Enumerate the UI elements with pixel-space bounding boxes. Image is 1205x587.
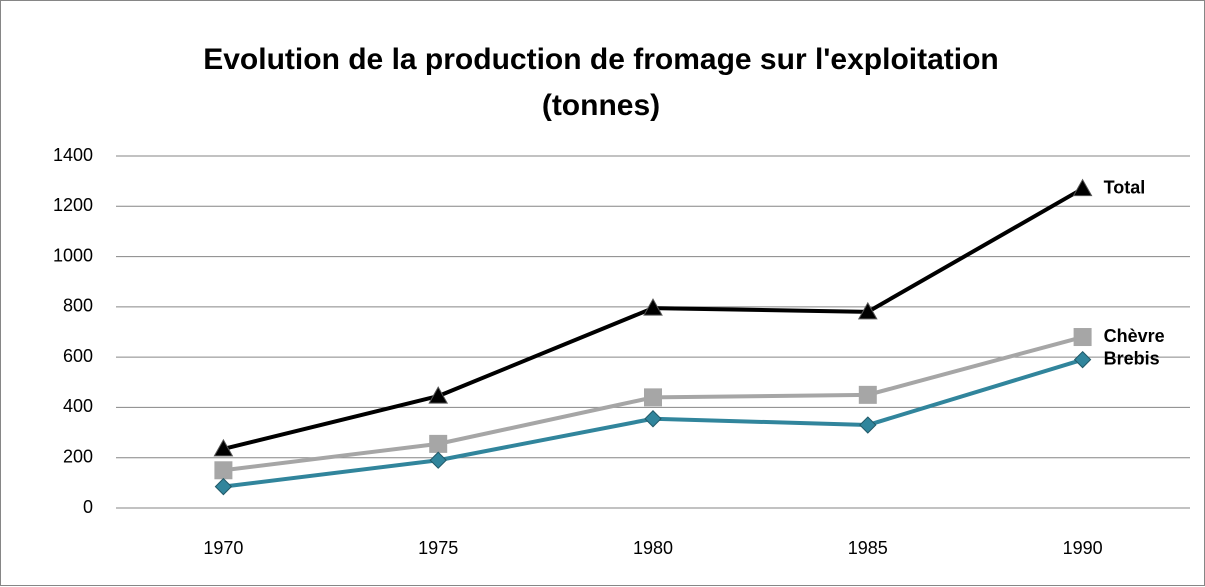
marker <box>643 298 663 316</box>
x-tick-label: 1985 <box>848 538 888 558</box>
y-tick-label: 1400 <box>53 145 93 165</box>
marker <box>1073 328 1092 347</box>
marker <box>644 410 662 428</box>
marker <box>1073 350 1092 369</box>
marker <box>644 388 662 407</box>
series-line <box>222 186 1084 451</box>
y-tick-label: 1000 <box>53 245 93 265</box>
series-label: Brebis <box>1104 348 1160 368</box>
y-tick-label: 400 <box>63 396 93 416</box>
marker <box>857 301 878 320</box>
marker <box>858 385 877 404</box>
y-tick-label: 600 <box>63 346 93 366</box>
marker <box>214 477 233 496</box>
marker <box>1072 178 1093 197</box>
y-tick-label: 800 <box>63 296 93 316</box>
marker <box>429 451 447 469</box>
x-tick-label: 1990 <box>1063 538 1103 558</box>
marker <box>859 416 877 434</box>
x-tick-label: 1975 <box>418 538 458 558</box>
marker <box>429 434 448 453</box>
marker <box>428 386 449 404</box>
y-tick-label: 200 <box>63 446 93 466</box>
x-tick-label: 1980 <box>633 538 673 558</box>
series-label: Chèvre <box>1104 326 1165 346</box>
x-tick-label: 1970 <box>203 538 243 558</box>
marker <box>214 461 233 480</box>
series-label: Total <box>1104 177 1146 197</box>
y-tick-label: 1200 <box>53 195 93 215</box>
chart-title: Evolution de la production de fromage su… <box>203 43 999 122</box>
y-tick-label: 0 <box>83 497 93 517</box>
marker <box>213 438 234 457</box>
